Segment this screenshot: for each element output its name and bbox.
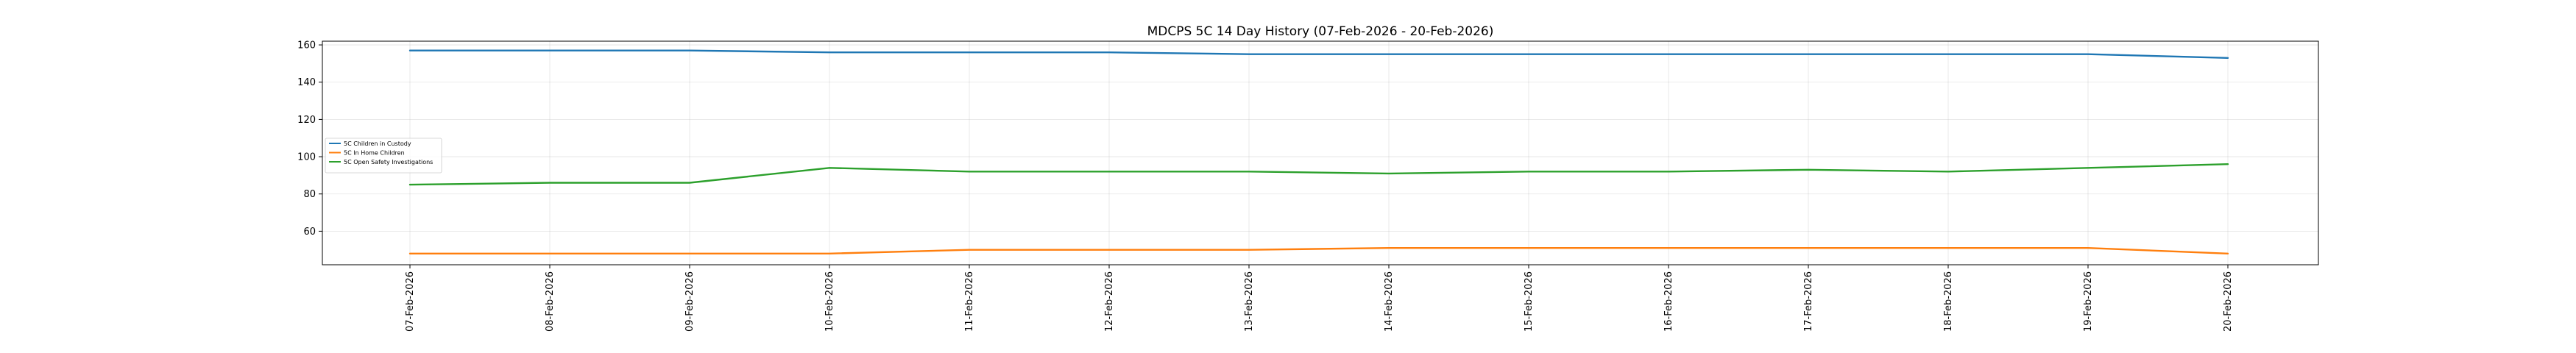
series-line — [408, 49, 2229, 60]
chart-title: MDCPS 5C 14 Day History (07-Feb-2026 - 2… — [1147, 24, 1494, 39]
x-tick-label: 15-Feb-2026 — [1524, 271, 1535, 332]
x-tick-label: 07-Feb-2026 — [405, 271, 416, 332]
x-tick-label: 17-Feb-2026 — [1803, 271, 1814, 332]
legend-box — [325, 138, 442, 174]
x-tick-label: 10-Feb-2026 — [824, 271, 835, 332]
series-line — [408, 163, 2229, 186]
legend-entry: 5C Open Safety Investigations — [344, 159, 433, 165]
y-tick-label: 60 — [303, 227, 316, 238]
x-tick-label: 13-Feb-2026 — [1244, 271, 1255, 332]
x-tick-label: 19-Feb-2026 — [2083, 271, 2094, 332]
series-lines — [408, 49, 2229, 254]
series-line — [408, 247, 2229, 254]
legend-entry: 5C Children in Custody — [344, 140, 411, 147]
x-tick-label: 11-Feb-2026 — [964, 271, 975, 332]
legend: 5C Children in Custody 5C In Home Childre… — [325, 138, 442, 174]
x-axis: 07-Feb-2026 08-Feb-2026 09-Feb-2026 10-Feb-… — [405, 265, 2234, 332]
legend-entry: 5C In Home Children — [344, 150, 405, 157]
plot-frame — [322, 40, 2319, 265]
x-tick-label: 12-Feb-2026 — [1104, 271, 1115, 332]
y-tick-label: 80 — [303, 189, 316, 200]
y-tick-label: 120 — [297, 115, 316, 126]
grid — [322, 41, 2318, 265]
x-tick-label: 14-Feb-2026 — [1384, 271, 1395, 332]
y-axis: 60 80 100 120 140 160 — [297, 40, 322, 238]
x-tick-label: 16-Feb-2026 — [1663, 271, 1674, 332]
x-tick-label: 20-Feb-2026 — [2223, 271, 2234, 332]
x-tick-label: 08-Feb-2026 — [545, 271, 556, 332]
x-tick-label: 09-Feb-2026 — [684, 271, 696, 332]
y-tick-label: 160 — [297, 40, 316, 51]
y-tick-label: 100 — [297, 152, 316, 163]
x-tick-label: 18-Feb-2026 — [1943, 271, 1954, 332]
y-tick-label: 140 — [297, 77, 316, 88]
